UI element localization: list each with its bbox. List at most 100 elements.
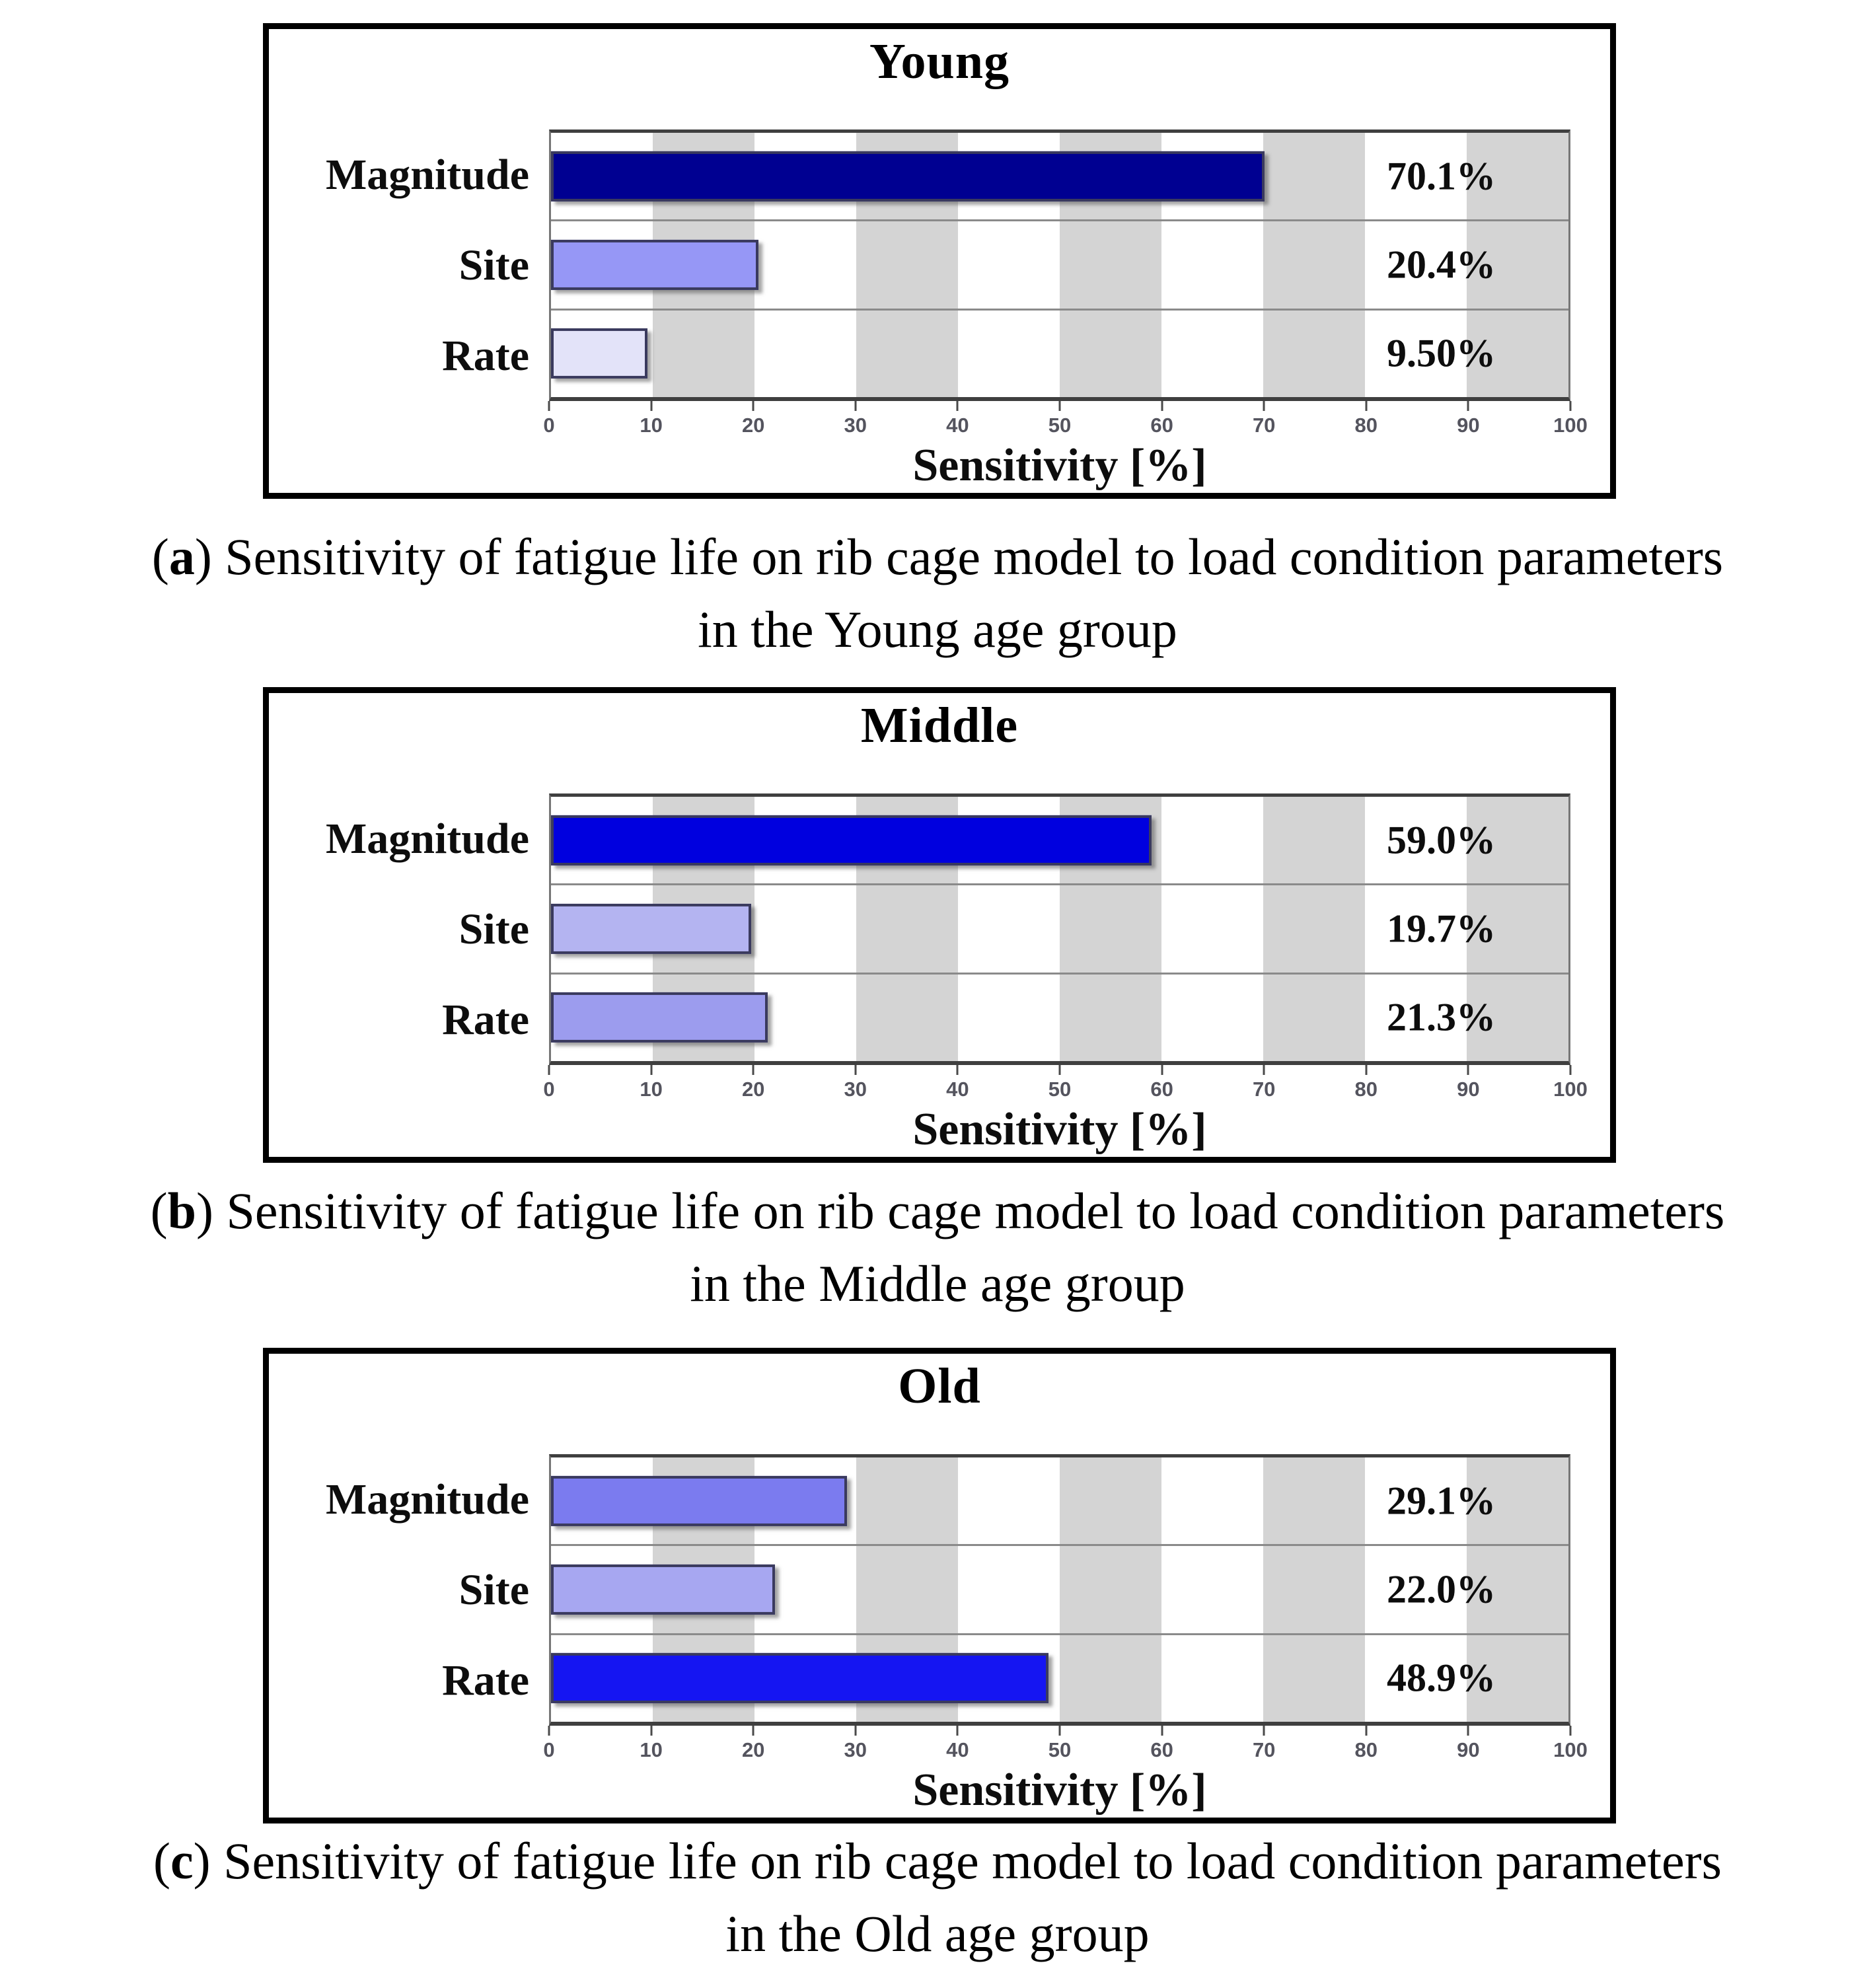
x-tick-label: 10 [640,414,663,437]
x-tick-label: 70 [1252,1078,1276,1101]
caption-marker: b [167,1182,196,1239]
x-tick-mark [1467,1065,1469,1075]
x-tick-mark [1467,1726,1469,1736]
bar-value-label: 48.9% [1386,1656,1496,1700]
caption-text: Sensitivity of fatigue life on rib cage … [226,1182,1725,1239]
x-tick-mark [1263,1065,1265,1075]
category-label: Site [459,904,529,953]
bar-site [551,903,752,955]
chart-title: Old [898,1358,981,1414]
x-tick-mark [1263,1726,1265,1736]
x-tick-label: 60 [1150,1738,1173,1761]
bar-row: 21.3% [551,972,1568,1061]
x-tick-mark [1569,401,1572,411]
x-tick-label: 0 [543,414,555,437]
x-tick-mark [1365,1726,1368,1736]
category-label: Magnitude [325,1475,529,1524]
bar-row: 20.4% [551,219,1568,308]
x-tick-label: 90 [1457,414,1480,437]
plot-area: 59.0% 19.7% 21.3% [549,793,1570,1065]
bar-value-label: 9.50% [1386,331,1496,375]
caption-line-2: in the Young age group [698,601,1177,658]
x-tick-label: 80 [1354,1078,1378,1101]
x-tick-mark [854,401,857,411]
x-tick-label: 50 [1048,1078,1072,1101]
category-label: Magnitude [325,150,529,199]
caption-text: Sensitivity of fatigue life on rib cage … [225,528,1724,585]
x-axis-tick-marks [548,1065,1572,1075]
x-tick-mark [1058,401,1061,411]
caption-c: (c) Sensitivity of fatigue life on rib c… [0,1825,1875,1970]
caption-line-1: (b) Sensitivity of fatigue life on rib c… [0,1175,1875,1247]
chart-title: Middle [860,698,1019,753]
x-axis-tick-labels: 0 10 20 30 40 50 60 70 80 90 100 [543,1078,1587,1105]
x-tick-label: 10 [640,1738,663,1761]
category-axis: Magnitude Site Rate [269,129,549,401]
x-tick-mark [1263,401,1265,411]
x-tick-mark [1365,1065,1368,1075]
x-axis-tick-labels: 0 10 20 30 40 50 60 70 80 90 100 [543,1738,1587,1766]
caption-paren: ( [150,1182,168,1239]
bar-row: 19.7% [551,883,1568,972]
x-tick-label: 60 [1150,414,1173,437]
x-tick-label: 0 [543,1078,555,1101]
bar-site [551,1564,775,1615]
caption-line-2: in the Old age group [725,1905,1150,1962]
bar-magnitude [551,151,1265,202]
bar-value-label: 29.1% [1386,1479,1496,1523]
x-tick-mark [650,1065,653,1075]
caption-line-1: (a) Sensitivity of fatigue life on rib c… [0,521,1875,593]
bar-row: 48.9% [551,1633,1568,1722]
caption-paren: ( [153,1832,170,1890]
x-tick-label: 20 [741,1078,765,1101]
x-tick-mark [1569,1065,1572,1075]
x-tick-mark [548,1065,550,1075]
caption-marker: c [170,1832,194,1890]
caption-paren: ) [193,1832,211,1890]
x-tick-mark [1161,401,1163,411]
plot-area: 70.1% 20.4% 9.50% [549,129,1570,401]
x-tick-label: 10 [640,1078,663,1101]
x-tick-mark [752,1065,754,1075]
x-tick-mark [1569,1726,1572,1736]
x-tick-mark [1467,401,1469,411]
x-tick-label: 40 [946,414,969,437]
category-label: Magnitude [325,814,529,863]
x-tick-mark [1365,401,1368,411]
bar-row: 29.1% [551,1457,1568,1544]
caption-line-1: (c) Sensitivity of fatigue life on rib c… [0,1825,1875,1897]
chart-panel-old: Old Magnitude Site Rate 29.1% 22.0% 48.9… [263,1348,1616,1823]
category-axis: Magnitude Site Rate [269,1454,549,1726]
x-tick-mark [956,1726,959,1736]
x-axis-title: Sensitivity [%] [912,440,1207,491]
category-label: Site [459,240,529,289]
bar-rate [551,328,648,379]
x-tick-label: 40 [946,1738,969,1761]
bar-value-label: 59.0% [1386,818,1496,862]
x-tick-mark [1161,1065,1163,1075]
x-tick-label: 0 [543,1738,555,1761]
bar-site [551,239,759,291]
x-tick-label: 30 [844,414,867,437]
x-tick-mark [854,1726,857,1736]
bar-rate [551,992,768,1043]
x-tick-mark [956,1065,959,1075]
bar-magnitude [551,1475,848,1526]
x-tick-mark [650,1726,653,1736]
category-label: Rate [442,995,529,1044]
x-tick-mark [548,401,550,411]
x-axis-tick-labels: 0 10 20 30 40 50 60 70 80 90 100 [543,414,1587,441]
bar-rate [551,1653,1049,1704]
bar-value-label: 22.0% [1386,1567,1496,1611]
caption-line-2: in the Middle age group [690,1255,1185,1312]
chart-panel-middle: Middle Magnitude Site Rate 59.0% 19.7% 2… [263,687,1616,1163]
x-tick-label: 70 [1252,414,1276,437]
x-tick-label: 90 [1457,1078,1480,1101]
caption-a: (a) Sensitivity of fatigue life on rib c… [0,521,1875,666]
x-tick-label: 80 [1354,1738,1378,1761]
caption-text: Sensitivity of fatigue life on rib cage … [223,1832,1722,1890]
bar-row: 22.0% [551,1544,1568,1633]
x-tick-label: 20 [741,1738,765,1761]
x-axis-tick-marks [548,1726,1572,1736]
x-tick-label: 30 [844,1078,867,1101]
